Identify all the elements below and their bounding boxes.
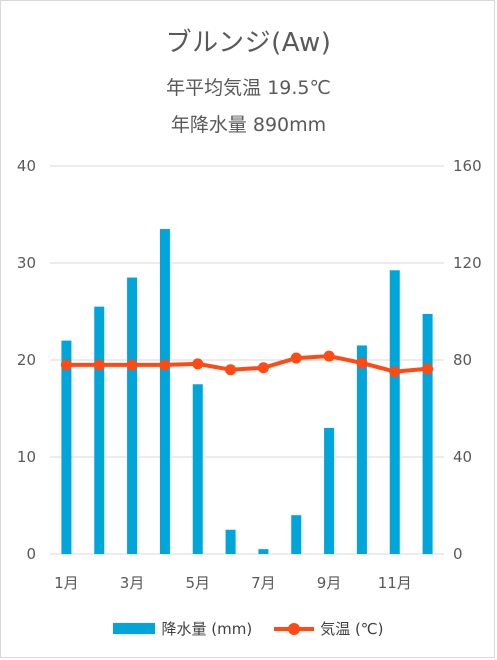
legend-item-temperature: 気温 (℃) [274,618,384,639]
precipitation-bar [422,313,433,554]
chart-title: ブルンジ(Aw) [165,28,332,58]
temperature-point [225,364,237,376]
precipitation-bar [225,529,236,554]
grid-lines [50,165,444,555]
chart-legend: 降水量 (mm) 気温 (℃) [0,618,497,639]
precipitation-bar [159,229,170,555]
temperature-point [422,363,434,375]
x-axis-tick-label: 1月 [54,574,79,592]
precipitation-bar [356,345,367,554]
temperature-point [93,359,105,371]
temperature-point [60,359,72,371]
precipitation-bar [389,270,400,554]
temperature-point [389,366,401,378]
chart-subtitle-temperature: 年平均気温 19.5℃ [166,77,331,99]
legend-label-precipitation: 降水量 (mm) [161,620,253,638]
legend-swatch-precipitation [113,623,156,634]
precipitation-bar [61,340,72,554]
x-axis-tick-label: 9月 [317,574,342,592]
precipitation-bars [61,229,433,555]
precipitation-bar [127,277,138,554]
left-axis-tick-label: 0 [26,545,36,563]
precipitation-bar [258,549,269,554]
temperature-point [159,359,171,371]
precipitation-bar [192,384,203,554]
precipitation-bar [94,306,105,554]
legend-item-precipitation: 降水量 (mm) [113,618,252,639]
right-axis-tick-label: 120 [453,254,482,272]
right-axis-tick-label: 80 [453,351,472,369]
x-axis-tick-label: 5月 [185,574,210,592]
x-axis-tick-label: 11月 [378,574,412,592]
x-axis-tick-label: 7月 [251,574,276,592]
temperature-point [356,357,368,369]
axis-labels: 0 10 20 30 40 0 40 80 120 160 1月 3月 5月 7月 9月 11月 [17,157,482,592]
left-axis-tick-label: 10 [17,448,36,466]
precipitation-bar [291,515,302,554]
right-axis-tick-label: 40 [453,448,472,466]
temperature-point [192,358,204,370]
temperature-point [323,350,335,362]
temperature-point [290,352,302,364]
left-axis-tick-label: 20 [17,351,36,369]
x-axis-tick-label: 3月 [120,574,145,592]
chart-subtitle-precipitation: 年降水量 890mm [170,114,327,136]
temperature-line-path [66,354,428,374]
temperature-line [60,350,434,378]
right-axis-tick-label: 0 [453,545,463,563]
temperature-point [126,359,138,371]
left-axis-tick-label: 40 [17,157,36,175]
temperature-point [257,362,269,374]
legend-swatch-temperature [274,622,315,636]
precipitation-bar [324,427,335,554]
left-axis-tick-label: 30 [17,254,36,272]
legend-label-temperature: 気温 (℃) [320,620,384,638]
right-axis-tick-label: 160 [453,157,482,175]
